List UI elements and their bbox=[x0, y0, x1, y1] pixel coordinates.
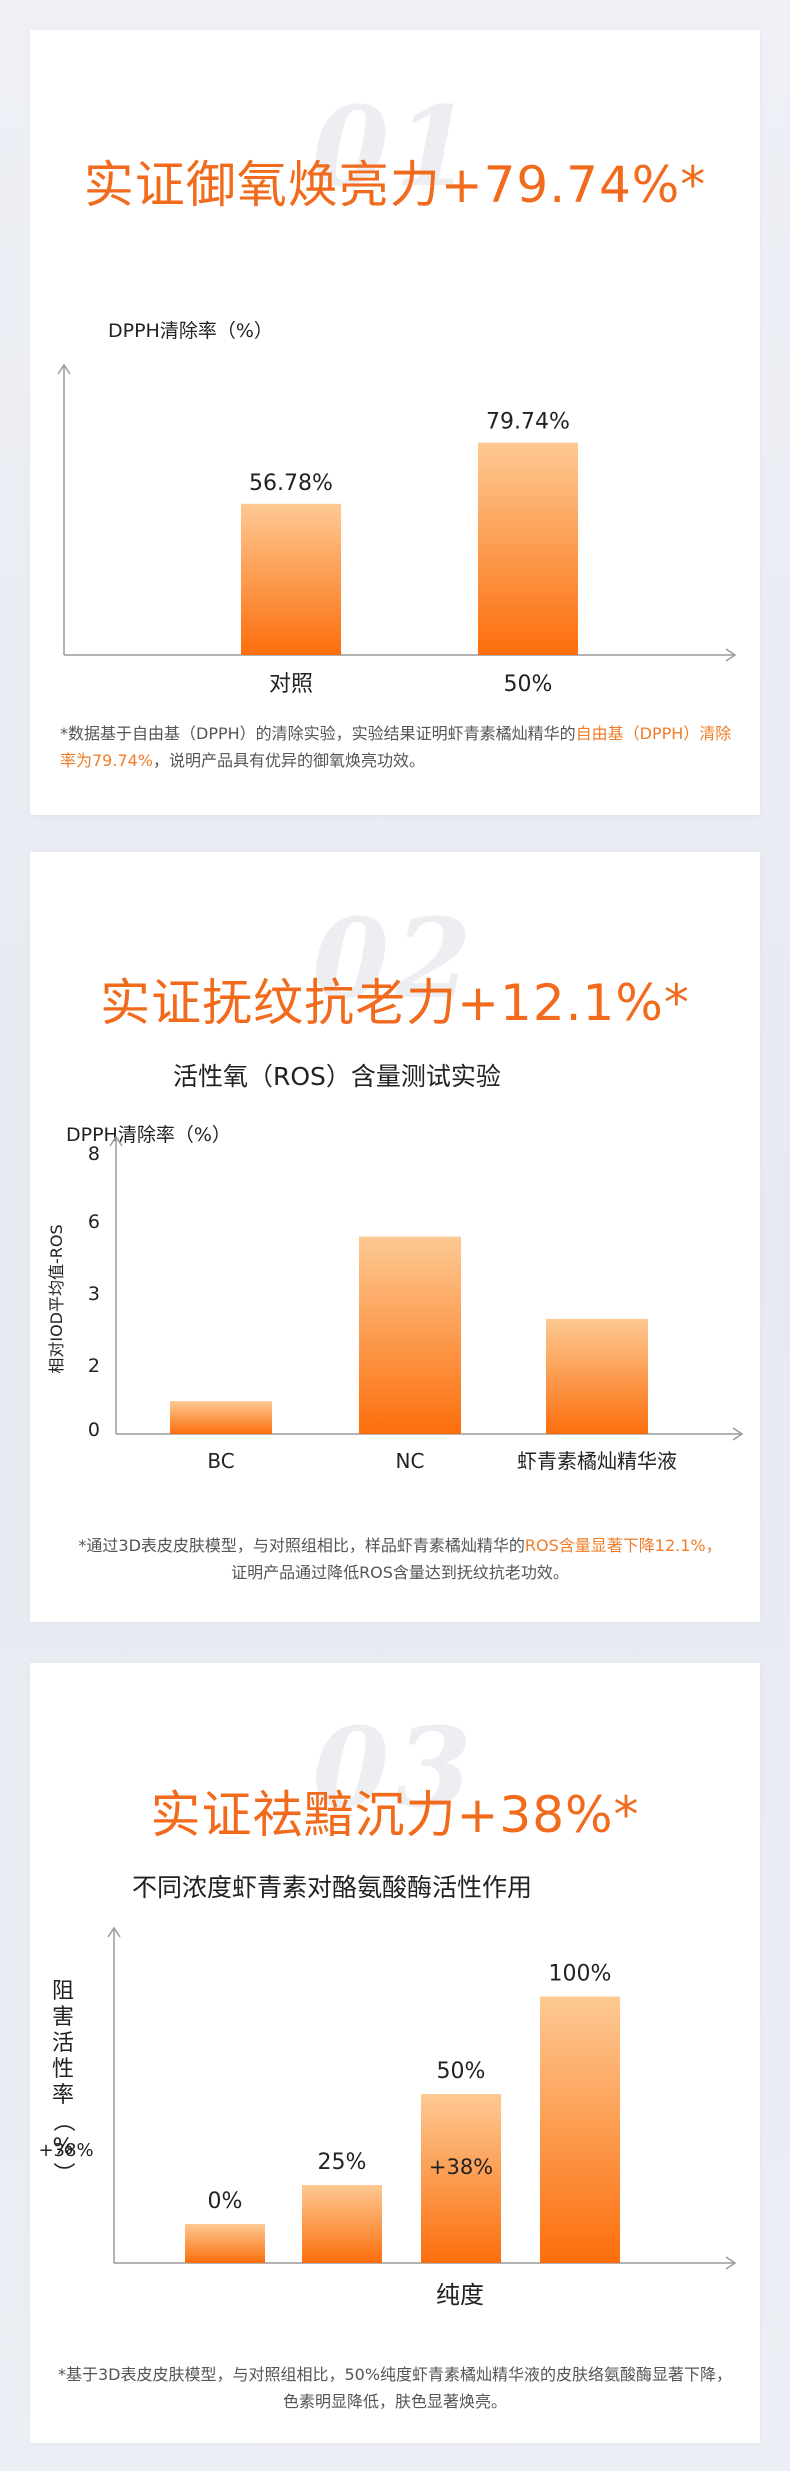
footnote-text-end: ，说明产品具有优异的御氧焕亮功效。 bbox=[153, 751, 426, 771]
y-axis-label-char: 阻 bbox=[52, 1979, 74, 2004]
section-headline: 实证御氧焕亮力+79.74%* bbox=[83, 156, 707, 214]
bar-value-label: 50% bbox=[437, 2059, 486, 2084]
footnote-text: *数据基于自由基（DPPH）的清除实验，实验结果证明虾青素橘灿精华的 bbox=[60, 724, 576, 743]
y-axis-label: 相对IOD平均值-ROS bbox=[47, 1224, 66, 1373]
y-tick-label: 3 bbox=[88, 1283, 100, 1305]
bar-chart-ros: 0 2 3 6 8 相对IOD平均值-ROS BC NC 虾青素橘灿精华液 bbox=[47, 1135, 744, 1473]
bar-annotation: +38% bbox=[429, 2155, 493, 2179]
y-axis-label-char: 活 bbox=[52, 2031, 74, 2056]
x-tick-label: BC bbox=[207, 1449, 234, 1473]
y-axis-label-char: 率 bbox=[52, 2083, 74, 2108]
footnote: *通过3D表皮皮肤模型，与对照组相比，样品虾青素橘灿精华的ROS含量显著下降12… bbox=[50, 1532, 750, 1586]
bar-2 bbox=[546, 1318, 648, 1434]
x-tick-label: 虾青素橘灿精华液 bbox=[517, 1449, 677, 1473]
section-subtitle: 不同浓度虾青素对酪氨酸酶活性作用 bbox=[132, 1873, 533, 1902]
section-card-2: 02 实证抚纹抗老力+12.1%* 活性氧（ROS）含量测试实验 DPPH清除率… bbox=[30, 852, 760, 1622]
footnote-text-end: 证明产品通过降低ROS含量达到抚纹抗老功效。 bbox=[231, 1563, 569, 1583]
x-tick-label: NC bbox=[396, 1449, 425, 1473]
section-number-watermark: 02 bbox=[312, 894, 478, 1023]
bar-value-label: 100% bbox=[549, 1962, 612, 1987]
y-axis-arrow bbox=[107, 1926, 121, 1938]
bar-1 bbox=[478, 442, 578, 655]
section-number-watermark: 01 bbox=[312, 82, 478, 211]
section-card-1: 01 实证御氧焕亮力+79.74%* DPPH清除率（%） 56.78% 对照 79… bbox=[30, 30, 760, 815]
y-tick-label: 2 bbox=[88, 1355, 100, 1377]
x-axis-arrow bbox=[725, 648, 737, 662]
y-axis-label-char: 性 bbox=[52, 2057, 74, 2082]
x-axis-arrow bbox=[732, 1427, 744, 1441]
section-headline: 实证抚纹抗老力+12.1%* bbox=[100, 974, 690, 1032]
section-headline: 实证祛黯沉力+38%* bbox=[150, 1786, 640, 1844]
x-tick-label: 对照 bbox=[269, 672, 313, 697]
section-number-watermark: 03 bbox=[312, 1703, 478, 1832]
bar-0 bbox=[241, 503, 341, 655]
bar-0 bbox=[185, 2224, 265, 2263]
footnote: *基于3D表皮皮肤模型，与对照组相比，50%纯度虾青素橘灿精华液的皮肤络氨酸酶显… bbox=[57, 2365, 733, 2412]
bar-1 bbox=[359, 1236, 461, 1434]
bar-value-label: 79.74% bbox=[486, 410, 570, 435]
footnote-highlight: ROS含量显著下降12.1%， bbox=[524, 1536, 722, 1555]
y-axis-label-char: （ bbox=[50, 2110, 75, 2132]
section-subtitle: 活性氧（ROS）含量测试实验 bbox=[173, 1062, 501, 1091]
bar-value-label: 56.78% bbox=[249, 471, 333, 496]
bar-value-label: 0% bbox=[208, 2189, 243, 2214]
bar-1 bbox=[302, 2185, 382, 2263]
y-tick-label: 8 bbox=[88, 1143, 100, 1165]
bar-chart-dpph: 56.78% 对照 79.74% 50% bbox=[57, 363, 737, 697]
bar-0 bbox=[170, 1401, 272, 1434]
footnote: *数据基于自由基（DPPH）的清除实验，实验结果证明虾青素橘灿精华的自由基（DP… bbox=[60, 720, 740, 774]
axis-title: DPPH清除率（%） bbox=[108, 320, 273, 342]
axis-title: DPPH清除率（%） bbox=[66, 1124, 231, 1146]
y-axis-label-char: ） bbox=[50, 2162, 75, 2184]
section-card-3: 03 实证祛黯沉力+38%* 不同浓度虾青素对酪氨酸酶活性作用 阻害活性率（%）… bbox=[30, 1663, 760, 2443]
y-axis-arrow bbox=[109, 1135, 123, 1147]
x-tick-label: 50% bbox=[504, 672, 553, 697]
y-axis-label-char: % bbox=[53, 2135, 74, 2160]
bar-3 bbox=[540, 1996, 620, 2263]
y-annotation: +38% bbox=[38, 2140, 93, 2161]
footnote-text: *通过3D表皮皮肤模型，与对照组相比，样品虾青素橘灿精华的 bbox=[78, 1536, 525, 1555]
footnote-highlight: 自由基（DPPH）清除率为79.74% bbox=[60, 724, 732, 771]
y-tick-label: 6 bbox=[88, 1211, 100, 1233]
bar-value-label: 25% bbox=[318, 2150, 367, 2175]
bar-2 bbox=[421, 2094, 501, 2263]
x-axis-arrow bbox=[725, 2256, 737, 2270]
y-axis-arrow bbox=[57, 363, 71, 375]
y-tick-label: 0 bbox=[88, 1419, 100, 1441]
y-axis-label-char: 害 bbox=[52, 2005, 74, 2030]
x-axis-label: 纯度 bbox=[436, 2281, 484, 2309]
